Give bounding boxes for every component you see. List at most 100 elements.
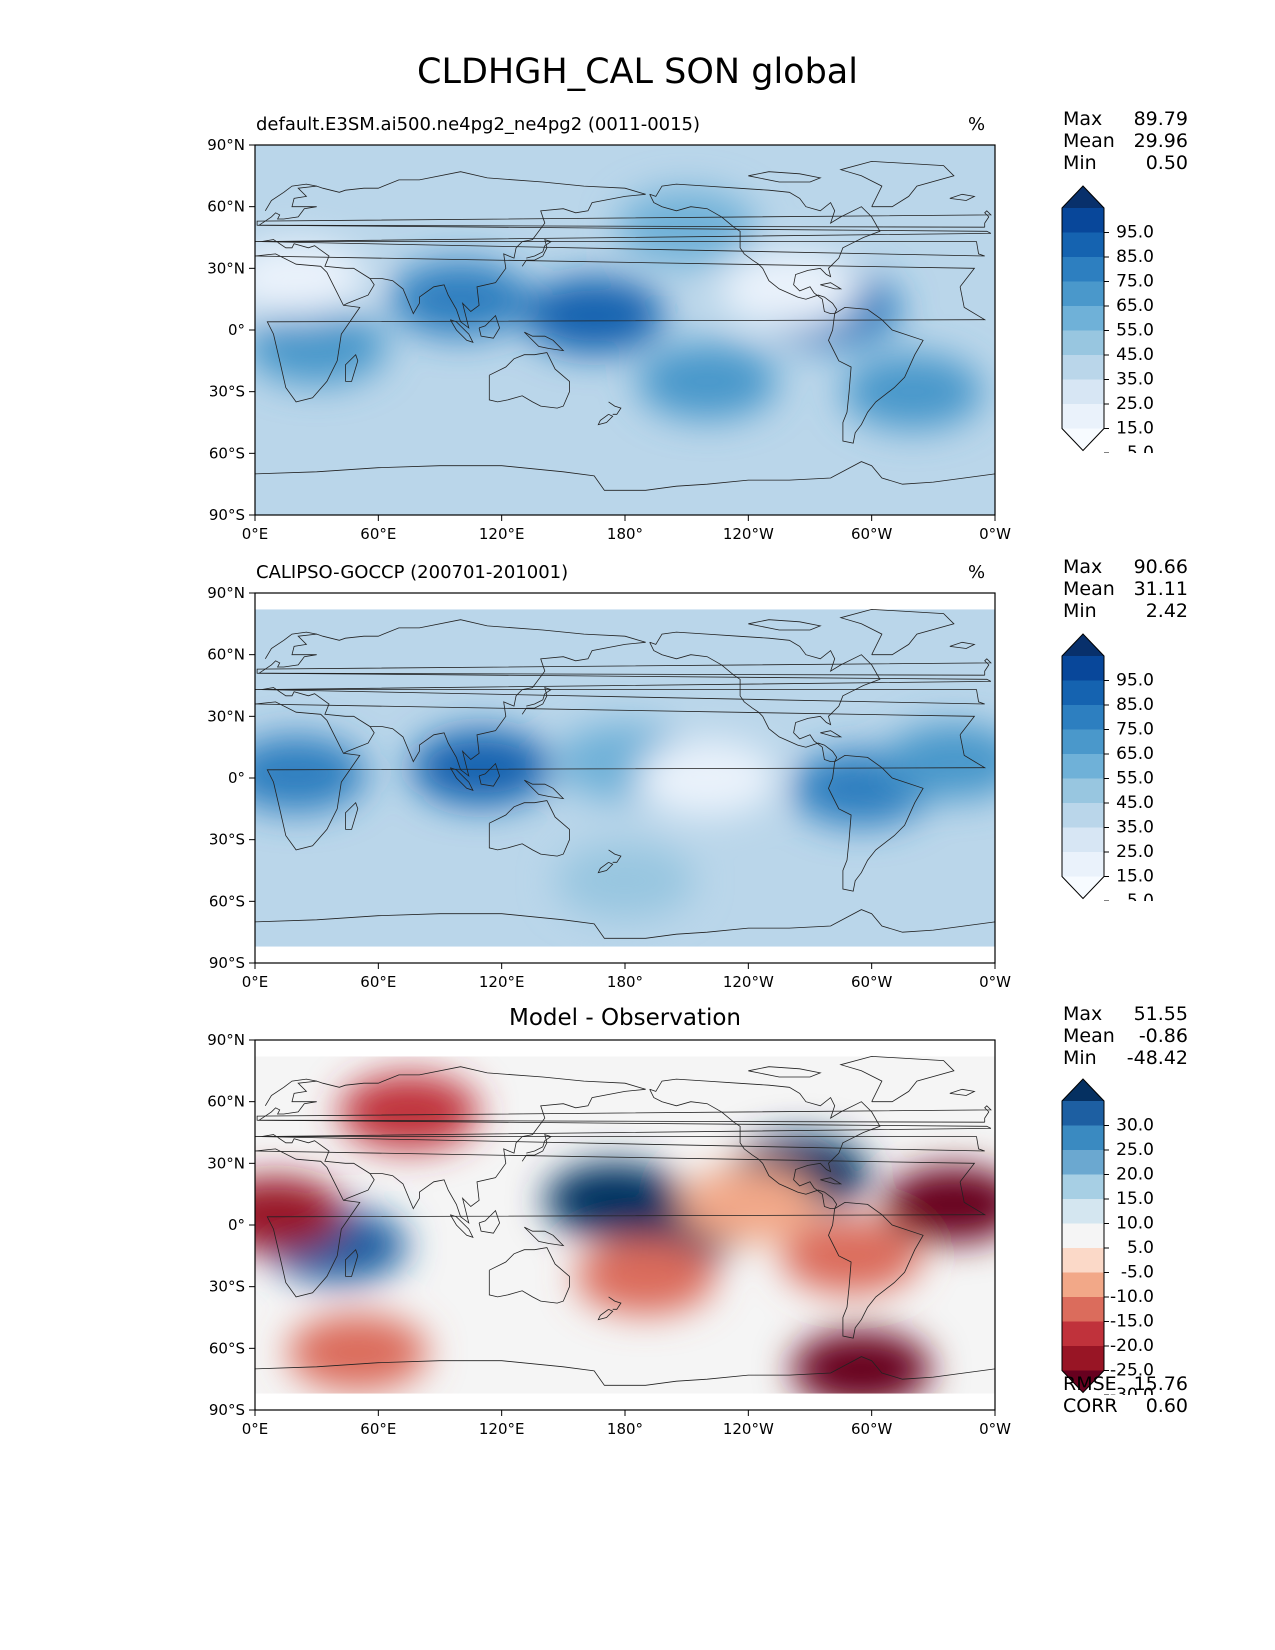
coastline xyxy=(255,1066,992,1137)
footer-stats: RMSE 15.76 CORR 0.60 xyxy=(1063,1373,1188,1417)
no-data-south xyxy=(255,1393,995,1410)
stats-block: Max 90.66 Mean 31.11 Min 2.42 xyxy=(1063,556,1188,622)
stat-value: 90.66 xyxy=(1133,556,1188,578)
colorbar-segment xyxy=(1062,729,1104,755)
stat-value: 29.96 xyxy=(1133,130,1188,152)
colorbar-segment xyxy=(1062,330,1104,356)
map-plot: 0°E 60°E 120°E 180° 120°W 60°W 0°W 90°N 60°N 30°N… xyxy=(185,1028,1025,1454)
x-tick-label: 0°W xyxy=(979,973,1011,991)
coastline xyxy=(597,861,614,874)
map-plot: 0°E 60°E 120°E 180° 120°W 60°W 0°W 90°N 60°N 30°N… xyxy=(185,133,1025,559)
coastline xyxy=(344,1248,359,1277)
coastline xyxy=(255,239,985,306)
field-layer xyxy=(255,1040,995,1410)
field-feature xyxy=(255,308,387,385)
y-tick-label: 30°N xyxy=(207,1154,245,1172)
coastline xyxy=(255,1134,985,1201)
x-tick-label: 60°E xyxy=(360,973,396,991)
coastline xyxy=(524,1226,565,1247)
coastline xyxy=(449,319,474,343)
coastline xyxy=(524,779,565,800)
x-tick-label: 0°E xyxy=(242,973,269,991)
coastline xyxy=(488,1247,570,1304)
colorbar-extend-min xyxy=(1062,876,1104,899)
panel-title: Model - Observation xyxy=(508,1005,742,1031)
coastline xyxy=(649,183,881,315)
map-plot: 0°E 60°E 120°E 180° 120°W 60°W 0°W 90°N 60°N 30°N… xyxy=(185,581,1025,1007)
stat-value: 15.76 xyxy=(1133,1373,1188,1395)
coastline xyxy=(255,171,992,242)
colorbar-segment xyxy=(1062,1174,1104,1200)
field-feature xyxy=(637,343,778,420)
coastline xyxy=(949,193,976,201)
stat-mean: Mean -0.86 xyxy=(1063,1025,1188,1047)
colorbar-label: 55.0 xyxy=(1116,769,1154,789)
colorbar-label: 85.0 xyxy=(1116,695,1154,715)
colorbar-extend-max xyxy=(1062,1079,1104,1101)
colorbar-segment xyxy=(1062,1101,1104,1126)
no-data-south xyxy=(255,946,995,963)
field-layer xyxy=(255,145,995,515)
coastline xyxy=(344,353,359,382)
field-feature xyxy=(339,1073,480,1150)
coastline xyxy=(820,1177,843,1185)
stats-block: Max 89.79 Mean 29.96 Min 0.50 xyxy=(1063,108,1188,174)
field-feature xyxy=(255,240,367,317)
field-feature xyxy=(791,1330,932,1407)
coastline xyxy=(608,401,622,415)
coastline xyxy=(828,1201,924,1339)
colorbar-extend-min xyxy=(1062,1370,1104,1393)
map-svg: 0°E 60°E 120°E 180° 120°W 60°W 0°W 90°N 60°N 30°N… xyxy=(207,136,1011,543)
field-feature xyxy=(555,842,695,919)
colorbar-label: 35.0 xyxy=(1116,370,1154,390)
stat-max: Max 90.66 xyxy=(1063,556,1188,578)
colorbar-label: 15.0 xyxy=(1116,419,1154,439)
colorbar-label: 75.0 xyxy=(1116,272,1154,292)
colorbar-svg: 95.0 85.0 75.0 65.0 55.0 45.0 35.0 25.0 15.0 5.0 xyxy=(1061,185,1154,463)
coastlines xyxy=(255,1055,995,1386)
stat-label: Mean xyxy=(1063,578,1115,600)
stats-block: Max 51.55 Mean -0.86 Min -48.42 xyxy=(1063,1003,1188,1069)
colorbar-label: 55.0 xyxy=(1116,321,1154,341)
colorbar-segment xyxy=(1062,778,1104,804)
colorbar: 95.0 85.0 75.0 65.0 55.0 45.0 35.0 25.0 15.0 5.0 xyxy=(1060,632,1200,911)
y-tick-label: 30°N xyxy=(207,259,245,277)
x-tick-label: 180° xyxy=(607,973,643,991)
coastline xyxy=(264,631,317,660)
coastline xyxy=(488,352,570,409)
colorbar-label: 15.0 xyxy=(1116,867,1154,887)
colorbar-segment xyxy=(1062,827,1104,853)
coastlines xyxy=(255,160,995,491)
coastline xyxy=(478,762,501,787)
stat-value: 2.42 xyxy=(1145,600,1188,622)
colorbar-label: 5.0 xyxy=(1127,1238,1154,1258)
stat-label: Mean xyxy=(1063,1025,1115,1047)
coastline xyxy=(521,1133,552,1162)
coastline xyxy=(828,306,924,444)
stat-value: 0.50 xyxy=(1145,152,1188,174)
map-svg: 0°E 60°E 120°E 180° 120°W 60°W 0°W 90°N 60°N 30°N… xyxy=(207,1031,1011,1438)
field-feature xyxy=(719,250,860,327)
x-tick-label: 0°E xyxy=(242,525,269,543)
x-tick-label: 60°E xyxy=(360,1420,396,1438)
panel-observation: CALIPSO-GOCCP (200701-201001)% Max 90.66 Me… xyxy=(0,548,1275,1018)
y-tick-label: 0° xyxy=(228,321,245,339)
coastline xyxy=(521,238,552,267)
stat-value: 51.55 xyxy=(1133,1003,1188,1025)
colorbar-label: -5.0 xyxy=(1121,1263,1154,1283)
no-data-north xyxy=(255,1040,995,1057)
coastline xyxy=(649,631,881,763)
coastline xyxy=(370,193,646,329)
y-tick-label: 90°N xyxy=(207,1031,245,1049)
y-tick-label: 0° xyxy=(228,1216,245,1234)
coastline xyxy=(949,1088,976,1096)
x-tick-label: 120°E xyxy=(479,973,525,991)
no-data-north xyxy=(255,593,995,610)
x-tick-label: 0°W xyxy=(979,1420,1011,1438)
field-feature xyxy=(678,1166,819,1243)
x-tick-label: 180° xyxy=(607,525,643,543)
stat-label: Min xyxy=(1063,1047,1097,1069)
map-svg: 0°E 60°E 120°E 180° 120°W 60°W 0°W 90°N 60°N 30°N… xyxy=(207,584,1011,991)
coastline xyxy=(344,801,359,830)
coastline xyxy=(839,608,955,656)
